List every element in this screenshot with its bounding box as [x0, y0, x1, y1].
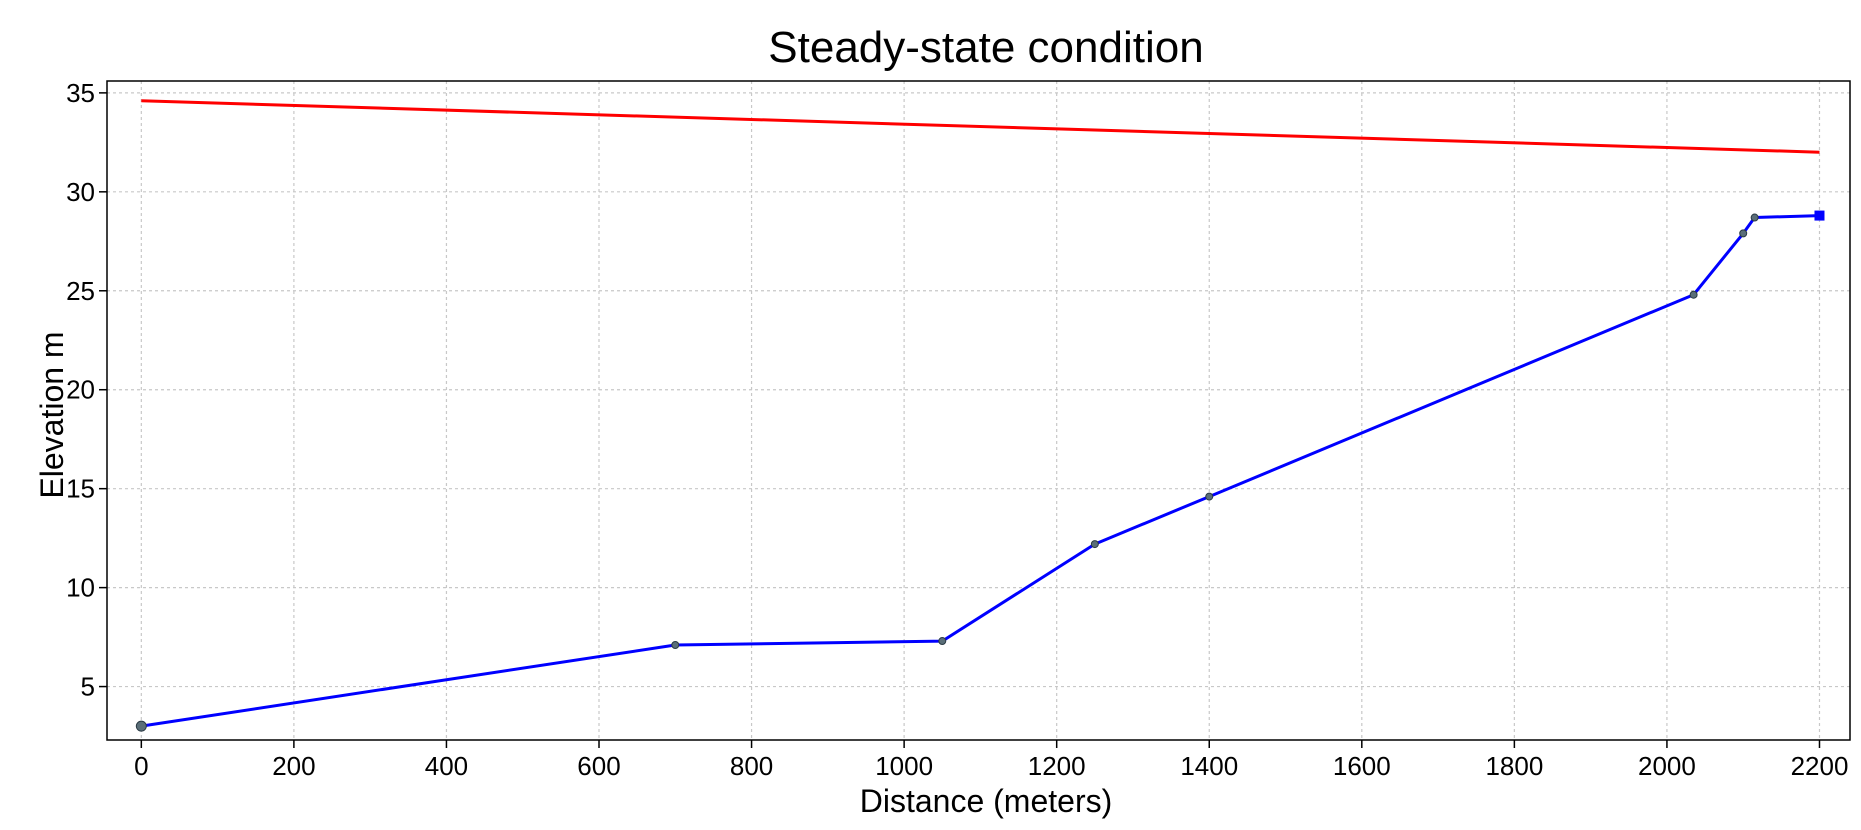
series-line-1 — [141, 99, 1820, 154]
x-tick-label: 2200 — [1791, 751, 1849, 781]
y-tick-label: 35 — [66, 78, 95, 108]
y-tick-label: 5 — [81, 672, 95, 702]
plot-frame — [106, 80, 1851, 741]
y-tick-label: 10 — [66, 573, 95, 603]
x-tick-label: 400 — [425, 751, 468, 781]
x-tick-label: 1400 — [1180, 751, 1238, 781]
series-group — [135, 99, 1825, 732]
y-tick-label: 30 — [66, 177, 95, 207]
series-point — [1090, 540, 1099, 549]
series-point — [1750, 213, 1759, 222]
x-tick-label: 0 — [134, 751, 148, 781]
x-axis-label: Distance (meters) — [860, 783, 1113, 819]
grid — [107, 81, 1850, 740]
chart-title: Steady-state condition — [768, 23, 1203, 72]
y-tick-label: 20 — [66, 375, 95, 405]
x-tick-label: 1600 — [1333, 751, 1391, 781]
x-tick-label: 600 — [577, 751, 620, 781]
series-point — [135, 720, 147, 732]
y-axis-ticks: 5 10 15 20 25 30 35 — [66, 78, 107, 702]
x-axis-ticks: 0 200 400 600 800 1000 1200 1400 1600 1800 2000 220… — [134, 740, 1848, 781]
series-point — [1739, 229, 1748, 238]
x-tick-label: 800 — [730, 751, 773, 781]
y-axis-label: Elevation m — [34, 331, 70, 498]
x-tick-label: 1200 — [1028, 751, 1086, 781]
series-point — [938, 637, 947, 646]
y-tick-label: 15 — [66, 474, 95, 504]
x-tick-label: 1000 — [875, 751, 933, 781]
x-tick-label: 1800 — [1485, 751, 1543, 781]
x-tick-label: 2000 — [1638, 751, 1696, 781]
series-point — [671, 641, 680, 650]
series-point — [1689, 290, 1698, 299]
x-tick-label: 200 — [272, 751, 315, 781]
series-point — [1814, 210, 1825, 221]
series-line-2 — [141, 214, 1820, 728]
series-point — [1205, 492, 1214, 501]
y-tick-label: 25 — [66, 276, 95, 306]
